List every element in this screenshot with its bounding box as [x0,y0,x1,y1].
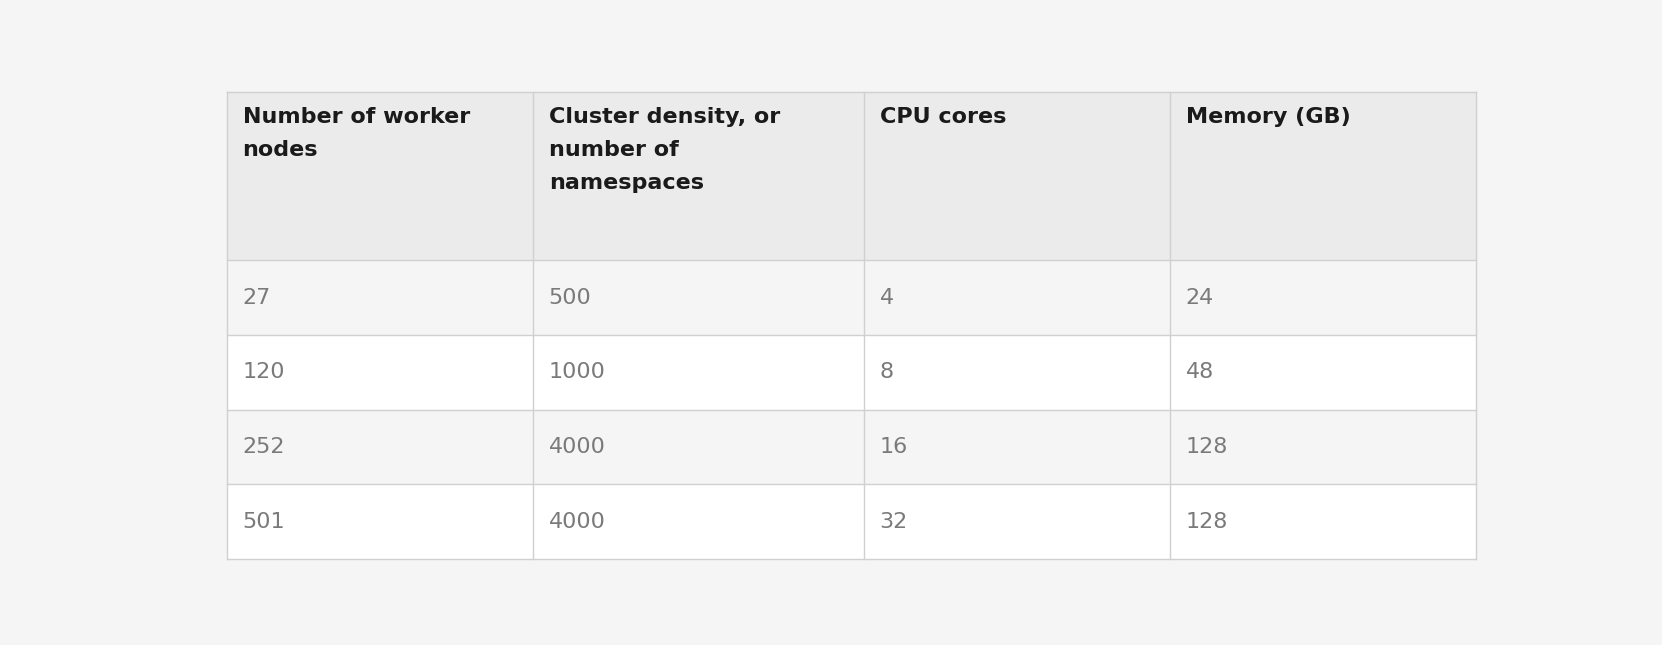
Bar [228,335,1476,410]
Text: 4000: 4000 [548,437,605,457]
Text: 16: 16 [879,437,907,457]
Text: 48: 48 [1185,362,1213,382]
Text: Number of worker
nodes: Number of worker nodes [243,107,470,160]
Bar [228,261,1476,335]
Text: 8: 8 [879,362,894,382]
Text: 1000: 1000 [548,362,605,382]
Text: 252: 252 [243,437,284,457]
Text: 27: 27 [243,288,271,308]
Text: Cluster density, or
number of
namespaces: Cluster density, or number of namespaces [548,107,779,193]
Bar [228,484,1476,559]
Text: CPU cores: CPU cores [879,107,1006,127]
Text: 24: 24 [1185,288,1213,308]
Text: 128: 128 [1185,511,1228,531]
Text: 4: 4 [879,288,894,308]
Text: 500: 500 [548,288,592,308]
Text: Memory (GB): Memory (GB) [1185,107,1351,127]
Text: 501: 501 [243,511,286,531]
Text: 4000: 4000 [548,511,605,531]
Text: 32: 32 [879,511,907,531]
Text: 120: 120 [243,362,284,382]
Bar [228,410,1476,484]
Text: 128: 128 [1185,437,1228,457]
Bar [228,92,1476,261]
